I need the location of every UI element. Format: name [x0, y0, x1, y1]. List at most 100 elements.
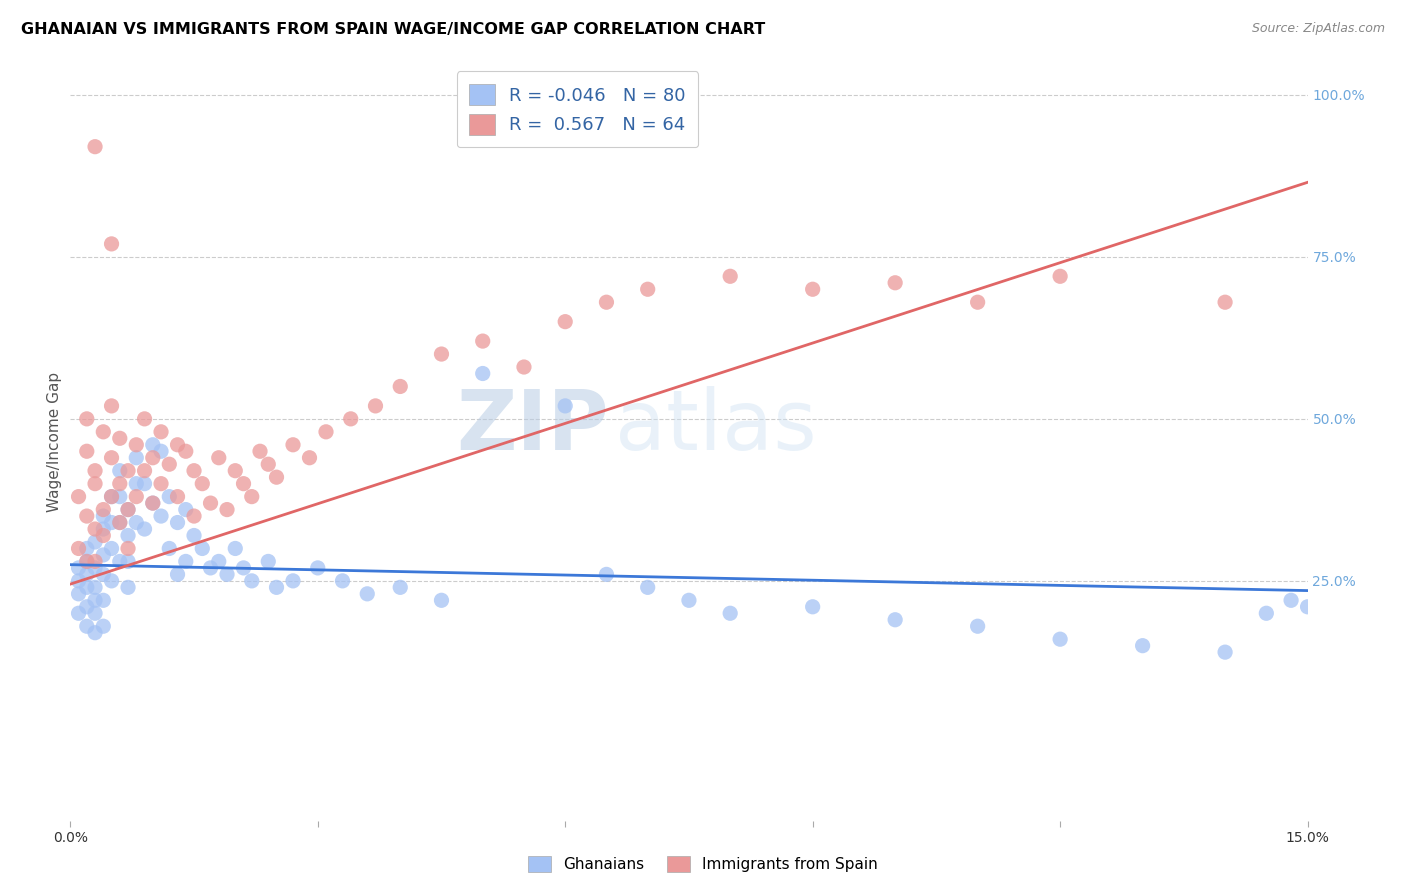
- Point: [595, 567, 617, 582]
- Point: [134, 464, 156, 478]
- Point: [142, 496, 165, 510]
- Point: [91, 593, 114, 607]
- Point: [183, 528, 205, 542]
- Point: [76, 554, 98, 568]
- Text: GHANAIAN VS IMMIGRANTS FROM SPAIN WAGE/INCOME GAP CORRELATION CHART: GHANAIAN VS IMMIGRANTS FROM SPAIN WAGE/I…: [21, 22, 765, 37]
- Point: [315, 425, 337, 439]
- Point: [125, 476, 148, 491]
- Point: [108, 431, 131, 445]
- Point: [91, 502, 114, 516]
- Point: [1049, 632, 1071, 647]
- Point: [157, 541, 180, 556]
- Point: [91, 619, 114, 633]
- Point: [157, 457, 180, 471]
- Point: [91, 425, 114, 439]
- Point: [389, 580, 412, 594]
- Point: [266, 470, 288, 484]
- Point: [108, 516, 131, 530]
- Point: [91, 522, 114, 536]
- Point: [117, 502, 139, 516]
- Point: [100, 399, 122, 413]
- Point: [200, 561, 222, 575]
- Point: [430, 347, 453, 361]
- Point: [142, 438, 165, 452]
- Point: [1213, 295, 1236, 310]
- Text: ZIP: ZIP: [456, 386, 609, 467]
- Point: [637, 580, 659, 594]
- Point: [718, 607, 741, 621]
- Point: [174, 554, 197, 568]
- Point: [191, 476, 214, 491]
- Point: [240, 574, 263, 588]
- Point: [100, 516, 122, 530]
- Point: [91, 567, 114, 582]
- Point: [183, 509, 205, 524]
- Point: [117, 502, 139, 516]
- Point: [249, 444, 271, 458]
- Point: [166, 516, 188, 530]
- Point: [100, 490, 122, 504]
- Point: [166, 567, 188, 582]
- Point: [84, 580, 107, 594]
- Point: [1213, 645, 1236, 659]
- Point: [678, 593, 700, 607]
- Point: [718, 269, 741, 284]
- Point: [67, 607, 90, 621]
- Point: [200, 496, 222, 510]
- Point: [76, 567, 98, 582]
- Point: [1256, 607, 1278, 621]
- Point: [150, 476, 173, 491]
- Point: [1049, 269, 1071, 284]
- Point: [108, 554, 131, 568]
- Point: [125, 490, 148, 504]
- Point: [76, 554, 98, 568]
- Point: [67, 541, 90, 556]
- Point: [91, 509, 114, 524]
- Point: [183, 464, 205, 478]
- Point: [117, 528, 139, 542]
- Point: [339, 412, 361, 426]
- Text: atlas: atlas: [614, 386, 817, 467]
- Point: [1296, 599, 1319, 614]
- Point: [76, 619, 98, 633]
- Point: [257, 554, 280, 568]
- Point: [100, 236, 122, 251]
- Point: [84, 476, 107, 491]
- Point: [157, 490, 180, 504]
- Point: [100, 450, 122, 465]
- Point: [108, 490, 131, 504]
- Point: [134, 476, 156, 491]
- Point: [554, 399, 576, 413]
- Point: [84, 554, 107, 568]
- Point: [100, 541, 122, 556]
- Point: [298, 450, 321, 465]
- Point: [174, 444, 197, 458]
- Point: [84, 607, 107, 621]
- Point: [595, 295, 617, 310]
- Point: [281, 574, 304, 588]
- Point: [117, 541, 139, 556]
- Point: [150, 509, 173, 524]
- Legend: Ghanaians, Immigrants from Spain: Ghanaians, Immigrants from Spain: [520, 848, 886, 880]
- Point: [125, 516, 148, 530]
- Point: [84, 464, 107, 478]
- Point: [224, 541, 246, 556]
- Point: [125, 438, 148, 452]
- Point: [76, 580, 98, 594]
- Point: [174, 502, 197, 516]
- Point: [266, 580, 288, 594]
- Point: [332, 574, 354, 588]
- Point: [150, 425, 173, 439]
- Point: [91, 528, 114, 542]
- Point: [84, 535, 107, 549]
- Point: [117, 580, 139, 594]
- Point: [76, 509, 98, 524]
- Point: [356, 587, 378, 601]
- Point: [166, 438, 188, 452]
- Point: [76, 444, 98, 458]
- Point: [471, 334, 494, 348]
- Point: [966, 619, 988, 633]
- Point: [117, 464, 139, 478]
- Point: [554, 315, 576, 329]
- Point: [84, 561, 107, 575]
